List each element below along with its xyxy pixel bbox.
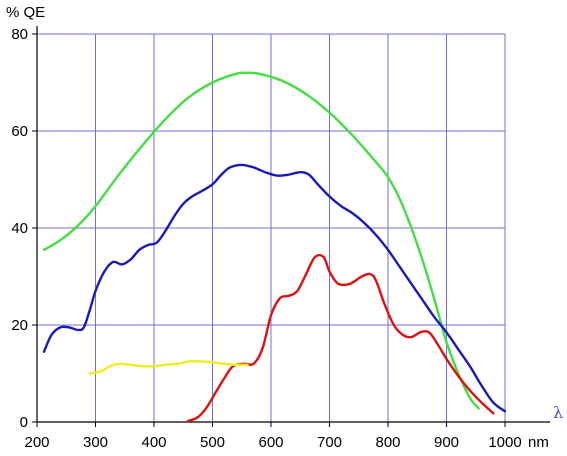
y-tick-labels: 0 20 40 60 80: [11, 26, 37, 431]
series: [42, 71, 507, 423]
grid: [37, 33, 506, 422]
x-tick-label: 900: [434, 434, 459, 451]
y-tick-label: 20: [11, 317, 28, 334]
y-tick-label: 40: [11, 220, 28, 237]
series-line: [42, 71, 480, 410]
y-tick-label: 0: [20, 414, 28, 431]
y-tick-label: 80: [11, 26, 28, 43]
x-tick-label: 1000: [488, 434, 521, 451]
y-tick-label: 60: [11, 123, 28, 140]
y-axis-title: % QE: [6, 4, 45, 21]
series-line: [186, 253, 495, 423]
series-line: [42, 163, 507, 413]
axes: [36, 26, 550, 423]
series-line: [88, 359, 249, 375]
x-tick-label: 200: [24, 434, 49, 451]
x-tick-label: 300: [83, 434, 108, 451]
x-tick-label: 400: [141, 434, 166, 451]
x-tick-label: 500: [200, 434, 225, 451]
lambda-symbol: λ: [553, 403, 563, 422]
x-axis-title: nm: [528, 434, 549, 451]
x-tick-label: 600: [258, 434, 283, 451]
x-tick-labels: 200 300 400 500 600 700 800 900 1000: [24, 422, 522, 451]
x-tick-label: 800: [375, 434, 400, 451]
x-tick-label: 700: [317, 434, 342, 451]
